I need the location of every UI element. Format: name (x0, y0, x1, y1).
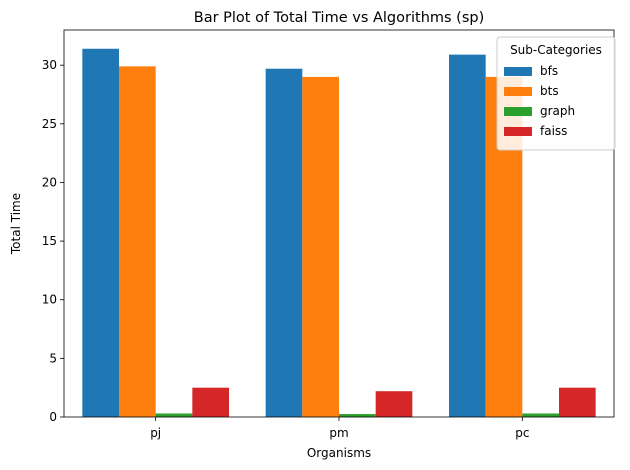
y-tick-label: 10 (42, 293, 57, 307)
bar-faiss-pm (375, 391, 413, 417)
bar-faiss-pc (559, 387, 596, 417)
x-tick-label: pm (329, 426, 348, 440)
legend-items: bfs bts graph faiss (504, 64, 575, 138)
legend-swatch-faiss (504, 127, 532, 136)
y-tick-label: 25 (42, 117, 57, 131)
bar-bfs-pm (265, 68, 303, 417)
y-axis-label: Total Time (9, 193, 23, 255)
x-axis-ticks: pj pm pc (150, 417, 529, 440)
legend-label-bfs: bfs (540, 64, 558, 78)
legend: Sub-Categories bfs bts graph faiss (496, 36, 616, 151)
legend-swatch-bts (504, 87, 532, 96)
y-tick-label: 5 (49, 351, 57, 365)
bar-graph-pj (155, 413, 193, 417)
legend-box (496, 36, 616, 151)
bar-faiss-pj (192, 387, 229, 417)
legend-swatch-graph (504, 107, 532, 116)
legend-label-faiss: faiss (540, 124, 567, 138)
legend-swatch-bfs (504, 67, 532, 76)
legend-label-graph: graph (540, 104, 575, 118)
bar-bfs-pj (82, 48, 119, 417)
y-tick-label: 15 (42, 234, 57, 248)
x-axis-label: Organisms (307, 446, 371, 460)
bar-bts-pm (302, 76, 339, 417)
y-axis-ticks: 0 5 10 15 20 25 30 (42, 58, 64, 424)
x-tick-label: pj (150, 426, 161, 440)
legend-label-bts: bts (540, 84, 559, 98)
x-tick-label: pc (515, 426, 529, 440)
bar-graph-pm (339, 414, 376, 417)
chart-title: Bar Plot of Total Time vs Algorithms (sp… (194, 10, 485, 26)
y-tick-label: 30 (42, 58, 57, 72)
bars-group (82, 48, 596, 418)
bar-bfs-pc (449, 54, 486, 418)
y-tick-label: 20 (42, 175, 57, 189)
bar-graph-pc (522, 413, 559, 417)
bar-bts-pj (119, 66, 156, 417)
y-tick-label: 0 (49, 410, 57, 424)
legend-title: Sub-Categories (510, 43, 602, 57)
